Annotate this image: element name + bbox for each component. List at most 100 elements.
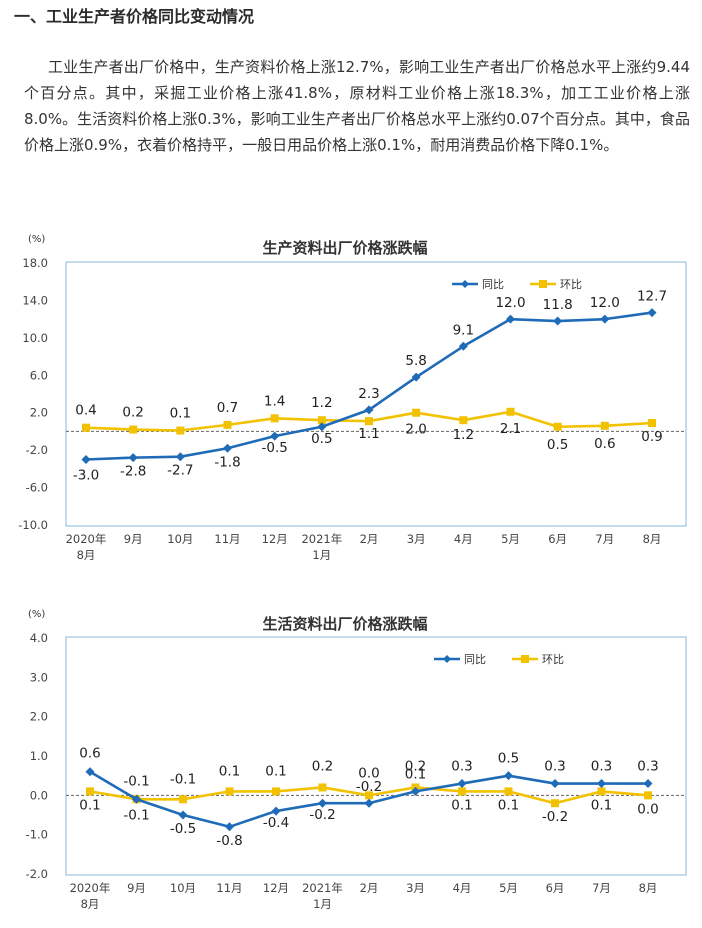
data-label-mom: 0.0 [358,765,379,781]
x-tick-label: 2020年 [66,532,107,546]
point-mom [648,419,656,428]
x-tick-label: 7月 [592,881,611,895]
data-label-mom: 0.2 [312,758,333,774]
point-mom [223,420,232,429]
point-mom [504,787,513,796]
legend-marker-yoy [461,280,469,288]
y-tick-label: -2.0 [26,443,48,457]
legend-marker-mom [521,655,529,663]
point-yoy [364,798,374,808]
legend-marker-mom [539,280,547,288]
x-tick-label: 1月 [313,897,332,911]
y-tick-label: 0.0 [30,788,48,802]
data-label-mom: 0.1 [219,763,240,779]
x-tick-label: 7月 [595,532,614,546]
plot-frame [65,261,687,527]
x-tick-label: 8月 [643,532,662,546]
data-label-yoy: 9.1 [453,322,474,338]
data-label-mom: 0.9 [641,429,662,445]
x-tick-label: 4月 [454,532,473,546]
point-yoy [458,341,468,351]
point-mom [600,421,609,430]
point-yoy [457,779,467,789]
data-label-yoy: -3.0 [73,468,99,484]
point-mom [176,426,185,435]
point-mom [551,799,559,808]
data-label-yoy: -1.8 [214,454,240,470]
data-label-yoy: -0.2 [356,779,382,795]
y-tick-label: -6.0 [26,481,48,495]
point-mom [365,417,373,426]
x-tick-label: 2020年 [70,881,111,895]
data-label-mom: 0.1 [170,405,191,421]
data-label-mom: 0.1 [265,763,286,779]
x-tick-label: 8月 [81,897,100,911]
data-label-yoy: 0.3 [451,759,472,775]
point-mom [129,425,138,434]
x-tick-label: 1月 [312,548,331,562]
data-label-yoy: -0.5 [170,821,196,837]
data-label-mom: 0.6 [594,436,615,452]
data-label-yoy: 0.3 [544,759,565,775]
data-label-yoy: -2.8 [120,464,146,480]
data-label-mom: 1.1 [358,426,379,442]
data-label-yoy: 0.5 [311,431,332,447]
data-label-yoy: 0.6 [79,746,100,762]
data-label-mom: 2.1 [500,421,521,437]
data-label-mom: 0.1 [79,797,100,813]
point-yoy [647,308,657,318]
point-yoy [128,453,138,463]
point-yoy [132,794,141,804]
x-tick-label: 11月 [216,881,242,895]
data-label-mom: 0.1 [498,797,519,813]
point-yoy [178,810,188,820]
y-tick-label: -1.0 [26,828,48,842]
point-yoy [225,822,234,832]
point-yoy [506,314,515,324]
point-yoy [600,314,610,324]
point-yoy [553,316,563,326]
point-yoy [223,443,232,453]
y-axis-unit: (%) [28,609,45,620]
x-tick-label: 2月 [360,532,379,546]
x-tick-label: 2月 [360,881,379,895]
x-tick-label: 5月 [499,881,518,895]
data-label-mom: 0.1 [451,797,472,813]
y-tick-label: 6.0 [30,368,48,382]
data-label-yoy: -0.4 [263,815,289,831]
legend-marker-yoy [443,655,451,663]
data-label-mom: -0.1 [123,807,149,823]
y-tick-label: 10.0 [22,331,48,345]
x-tick-label: 6月 [546,881,565,895]
data-label-mom: 0.2 [122,405,143,421]
plot-frame [65,636,687,876]
data-label-yoy: -0.5 [261,440,287,456]
point-mom [458,787,466,796]
chart-title: 生产资料出厂价格涨跌幅 [262,239,427,257]
point-yoy [364,405,374,415]
data-label-yoy: 11.8 [543,297,573,313]
point-yoy [411,786,420,796]
chart-title: 生活资料出厂价格涨跌幅 [262,615,427,633]
y-tick-label: 14.0 [22,293,48,307]
point-yoy [550,779,560,789]
data-label-mom: 0.2 [405,758,426,774]
data-label-yoy: 0.1 [405,766,426,782]
y-tick-label: 2.0 [30,710,48,724]
point-mom [506,407,515,416]
data-label-yoy: 0.5 [498,751,519,767]
data-label-yoy: 0.3 [591,759,612,775]
point-mom [82,423,90,432]
data-label-yoy: 0.3 [637,759,658,775]
summary-paragraph: 工业生产者出厂价格中，生产资料价格上涨12.7%，影响工业生产者出厂价格总水平上… [24,58,690,154]
data-label-yoy: -0.8 [216,833,242,849]
x-tick-label: 10月 [167,532,193,546]
x-tick-label: 8月 [77,548,96,562]
point-yoy [318,798,327,808]
x-tick-label: 11月 [214,532,240,546]
data-label-yoy: -0.2 [309,807,335,823]
point-mom [225,787,234,796]
data-label-mom: 1.2 [453,427,474,443]
point-mom [318,783,327,792]
